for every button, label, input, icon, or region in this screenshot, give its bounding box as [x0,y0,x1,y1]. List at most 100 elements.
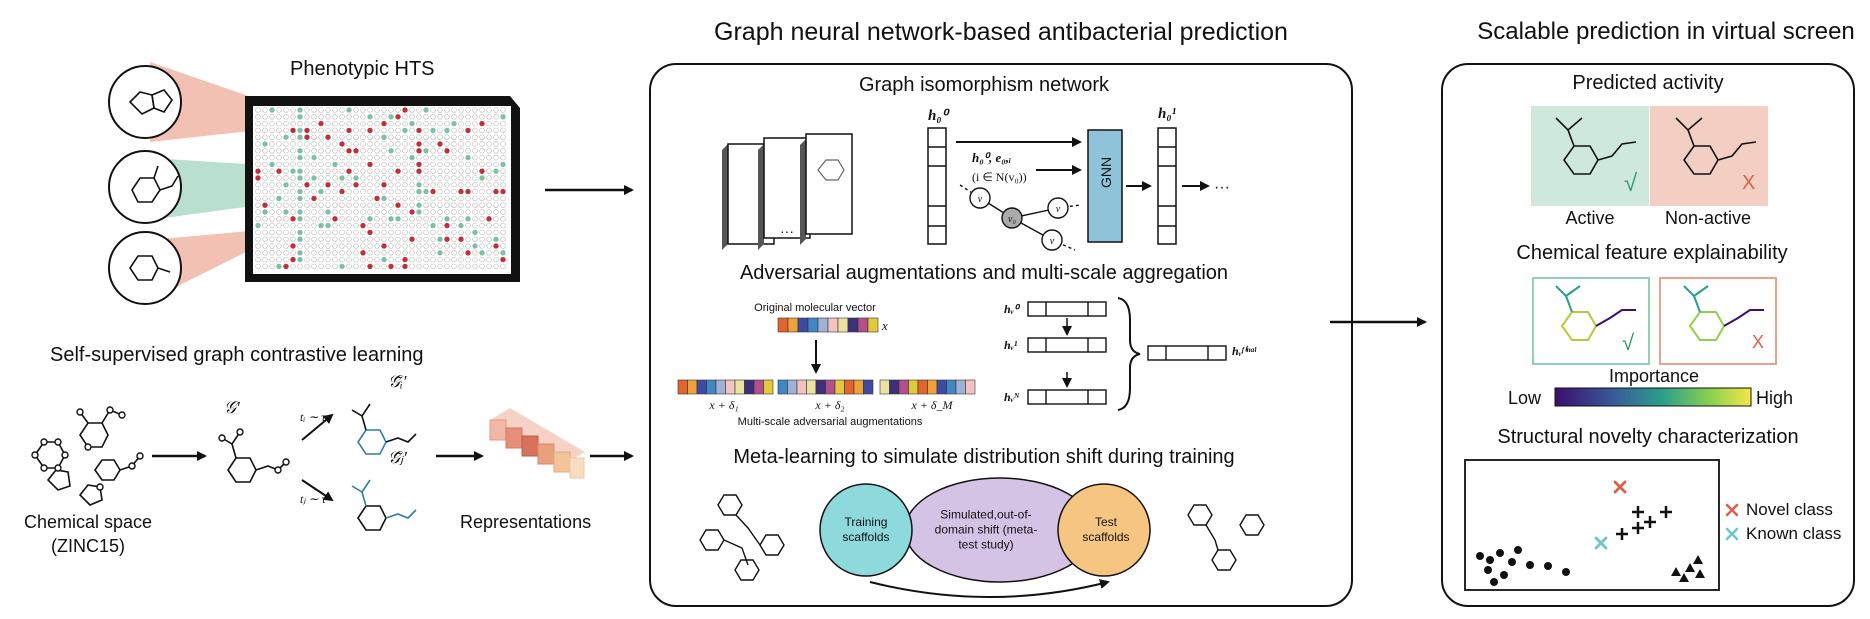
plate-well [423,182,429,188]
plate-well [479,236,485,242]
plate-well [472,236,478,242]
plate-well [472,188,478,195]
meta-left-molecules [699,494,785,581]
plate-well [276,202,282,208]
plate-well [297,202,303,208]
plate-well [388,168,394,174]
original-vector-label: Original molecular vector [754,302,876,314]
plate-well [409,120,415,127]
plate-well [402,161,408,168]
plate-well [500,120,506,127]
chemical-space-molecules [34,408,141,506]
explain-cross-icon: X [1752,332,1765,352]
plate-well [297,127,303,134]
plate-well [381,107,387,113]
plate-well [283,263,289,270]
plate-well [276,107,282,113]
plate-well [458,127,464,134]
aug-vector-cell [844,379,855,395]
plate-well [437,209,443,215]
plate-well [290,120,296,127]
plate-well [269,263,275,270]
plate-well [346,243,352,249]
plate-well [346,114,352,120]
hts-plate [245,96,520,282]
plate-well [346,209,352,215]
plate-well [374,195,380,202]
plate-well [290,175,296,181]
venn-diagram [819,477,1151,598]
plate-well [325,107,331,113]
plate-well [381,202,387,208]
plate-well [311,107,317,113]
augmented-vectors [677,379,976,395]
plate-well [395,250,401,256]
plate-well [339,263,345,270]
plate-well [339,222,345,229]
plate-well [395,243,401,249]
aug-vector-cell [734,379,745,395]
plate-well [290,195,296,202]
plate-well [360,107,366,113]
plate-well [381,168,387,174]
middle-panel [649,63,1353,607]
plate-well [479,127,485,134]
plate-well [465,243,471,249]
plate-well [346,216,352,222]
aug-vector-cell [834,379,845,395]
plate-well [311,195,317,202]
plate-well [304,263,310,270]
novel-point [1613,480,1627,494]
plate-well [395,114,401,120]
plate-well [311,168,317,174]
plate-well [437,134,443,140]
novel-class-label: Novel class [1746,500,1833,519]
plate-well [290,107,296,113]
plate-well [367,120,373,127]
gnn-block [1087,129,1123,243]
novelty-title: Structural novelty characterization [1497,426,1799,448]
aug-vector-cell [725,379,736,395]
plate-well [409,243,415,249]
aug-vector-cell [815,379,826,395]
plate-well [465,188,471,195]
plate-well [465,229,471,236]
plate-well [465,202,471,208]
plate-well [451,188,457,195]
plate-well [416,107,422,113]
plate-well [409,209,415,215]
plate-well [325,243,331,249]
plate-well [444,209,450,215]
plate-well [395,127,401,134]
plate-well [479,216,485,222]
plate-well [262,188,268,195]
plate-well [381,236,387,242]
vector-cell [797,317,809,333]
plate-well [325,209,331,215]
explain-active-card [1532,277,1650,365]
plate-well [367,216,373,222]
plate-well [500,229,506,236]
plate-well [472,222,478,229]
plate-well [402,263,408,270]
plate-well [479,229,485,236]
importance-low-label: Low [1508,388,1542,408]
plate-well [353,154,359,161]
plate-well [367,141,373,147]
plate-well [395,209,401,215]
plate-well [444,168,450,174]
plate-well [493,161,499,168]
plate-well [395,175,401,181]
plate-well [283,182,289,188]
plate-well [332,209,338,215]
plate-well [290,243,296,249]
plate-well [318,263,324,270]
plate-well [262,202,268,208]
plus-point [1660,506,1672,518]
plate-well [304,216,310,222]
plate-well [297,229,303,236]
plate-well [346,175,352,181]
plate-well [472,250,478,256]
predicted-title: Predicted activity [1572,72,1724,94]
plate-well [472,229,478,236]
